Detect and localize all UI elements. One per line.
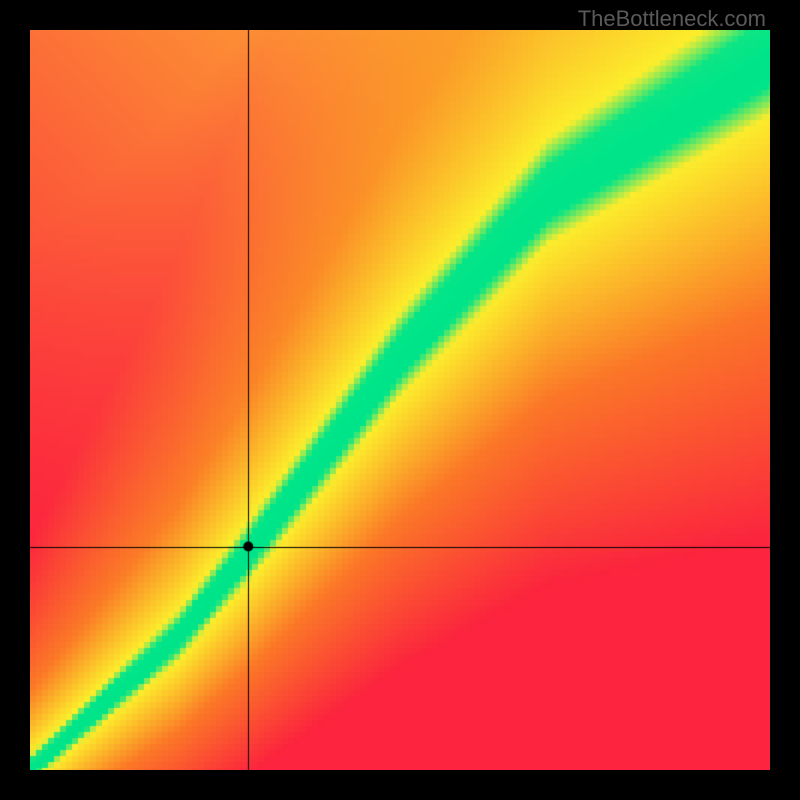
bottleneck-heatmap: [30, 30, 770, 770]
watermark: TheBottleneck.com: [578, 6, 766, 32]
